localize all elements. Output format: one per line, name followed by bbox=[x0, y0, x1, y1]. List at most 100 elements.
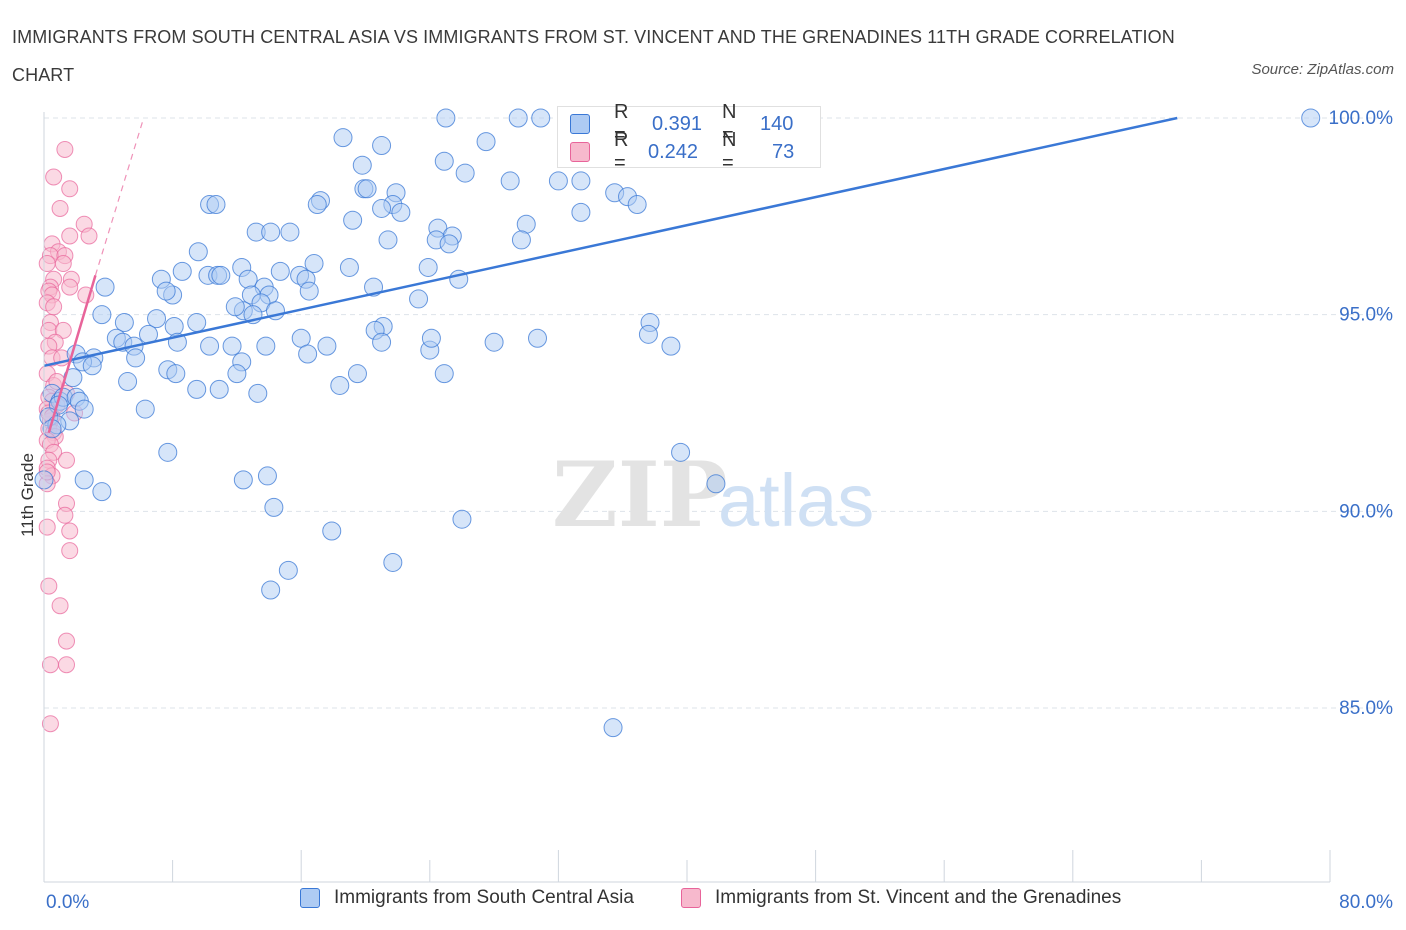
stats-n-label-pink: N = bbox=[722, 129, 737, 174]
data-point-blue bbox=[95, 277, 115, 297]
data-point-blue bbox=[187, 379, 207, 399]
y-tick-label: 90.0% bbox=[1339, 501, 1393, 522]
data-point-blue bbox=[455, 163, 475, 183]
data-point-blue bbox=[270, 261, 290, 281]
data-point-blue bbox=[156, 281, 176, 301]
data-point-blue bbox=[135, 399, 155, 419]
data-point-pink bbox=[56, 506, 74, 524]
data-point-blue bbox=[172, 261, 192, 281]
y-axis-label: 11th Grade bbox=[18, 453, 37, 537]
data-point-blue bbox=[372, 136, 392, 156]
data-point-blue bbox=[227, 364, 247, 384]
data-point-blue bbox=[164, 316, 184, 336]
trend-lines bbox=[43, 116, 1178, 434]
data-point-blue bbox=[298, 344, 318, 364]
stats-swatch-pink bbox=[570, 142, 590, 162]
gridlines bbox=[44, 117, 1394, 709]
data-point-pink bbox=[51, 597, 69, 615]
data-point-blue bbox=[638, 324, 658, 344]
data-point-blue bbox=[280, 222, 300, 242]
trend-line-pink-extension bbox=[94, 117, 145, 276]
data-point-blue bbox=[278, 560, 298, 580]
watermark: ZIP atlas bbox=[552, 442, 874, 548]
data-point-blue bbox=[372, 198, 392, 218]
stats-n-value-pink: 73 bbox=[772, 140, 795, 163]
legend-swatch-pink bbox=[681, 888, 701, 908]
legend-swatch-blue bbox=[300, 888, 320, 908]
data-point-pink bbox=[38, 255, 56, 273]
data-point-blue bbox=[603, 718, 623, 738]
data-point-pink bbox=[51, 199, 69, 217]
data-point-blue bbox=[511, 230, 531, 250]
legend-label-pink: Immigrants from St. Vincent and the Gren… bbox=[715, 887, 1122, 908]
data-point-blue bbox=[257, 466, 277, 486]
data-point-blue bbox=[500, 171, 520, 191]
data-point-blue bbox=[82, 356, 102, 376]
data-point-blue bbox=[452, 509, 472, 529]
source-label: Source: ZipAtlas.com bbox=[1251, 61, 1394, 78]
x-tick-label: 0.0% bbox=[46, 892, 89, 913]
data-point-blue bbox=[200, 336, 220, 356]
legend-item-blue[interactable]: Immigrants from South Central Asia bbox=[300, 887, 634, 909]
data-point-blue bbox=[317, 336, 337, 356]
legend-item-pink[interactable]: Immigrants from St. Vincent and the Gren… bbox=[681, 887, 1121, 909]
data-point-pink bbox=[41, 656, 59, 674]
data-point-pink bbox=[54, 255, 72, 273]
data-point-pink bbox=[58, 451, 76, 469]
data-point-pink bbox=[41, 715, 59, 733]
data-point-blue bbox=[304, 254, 324, 274]
data-point-blue bbox=[528, 328, 548, 348]
data-point-blue bbox=[383, 552, 403, 572]
stats-n-label-blue: N = bbox=[722, 101, 737, 146]
data-point-blue bbox=[706, 474, 726, 494]
data-point-blue bbox=[92, 482, 112, 502]
data-point-blue bbox=[627, 195, 647, 215]
data-point-blue bbox=[330, 375, 350, 395]
data-point-blue bbox=[126, 348, 146, 368]
data-point-blue bbox=[248, 383, 268, 403]
data-point-pink bbox=[45, 168, 63, 186]
data-point-blue bbox=[531, 108, 551, 128]
data-point-blue bbox=[333, 128, 353, 148]
data-point-blue bbox=[347, 364, 367, 384]
data-point-blue bbox=[209, 379, 229, 399]
data-point-blue bbox=[508, 108, 528, 128]
data-point-blue bbox=[256, 336, 276, 356]
data-point-pink bbox=[58, 656, 76, 674]
data-point-blue bbox=[571, 202, 591, 222]
data-point-blue bbox=[434, 364, 454, 384]
data-point-blue bbox=[238, 269, 258, 289]
data-point-blue bbox=[439, 234, 459, 254]
data-point-blue bbox=[372, 332, 392, 352]
data-point-blue bbox=[484, 332, 504, 352]
stats-swatch-blue bbox=[570, 114, 590, 134]
data-point-blue bbox=[357, 179, 377, 199]
data-point-blue bbox=[476, 132, 496, 152]
data-point-pink bbox=[45, 298, 63, 316]
data-point-pink bbox=[61, 180, 79, 198]
legend-label-blue: Immigrants from South Central Asia bbox=[334, 887, 634, 908]
watermark-zip: ZIP bbox=[552, 442, 727, 548]
data-point-blue bbox=[391, 202, 411, 222]
data-point-blue bbox=[261, 580, 281, 600]
stats-r-value-blue: 0.391 bbox=[652, 112, 703, 135]
data-point-blue bbox=[571, 171, 591, 191]
data-point-blue bbox=[222, 336, 242, 356]
axes: 85.0% 90.0% 95.0% 100.0% 0.0% 80.0% bbox=[43, 108, 1393, 913]
data-point-blue bbox=[307, 195, 327, 215]
data-point-blue bbox=[322, 521, 342, 541]
stats-r-label-blue: R = bbox=[614, 101, 629, 146]
chart-title: IMMIGRANTS FROM SOUTH CENTRAL ASIA VS IM… bbox=[12, 27, 1175, 85]
data-point-blue bbox=[158, 442, 178, 462]
data-point-blue bbox=[299, 281, 319, 301]
data-point-blue bbox=[74, 470, 94, 490]
data-point-blue bbox=[352, 155, 372, 175]
data-point-blue bbox=[418, 257, 438, 277]
data-point-blue bbox=[114, 313, 134, 333]
data-point-blue bbox=[434, 151, 454, 171]
data-point-blue bbox=[671, 442, 691, 462]
data-point-pink bbox=[58, 632, 76, 650]
data-point-blue bbox=[206, 195, 226, 215]
data-point-blue bbox=[166, 364, 186, 384]
data-point-pink bbox=[38, 518, 56, 536]
